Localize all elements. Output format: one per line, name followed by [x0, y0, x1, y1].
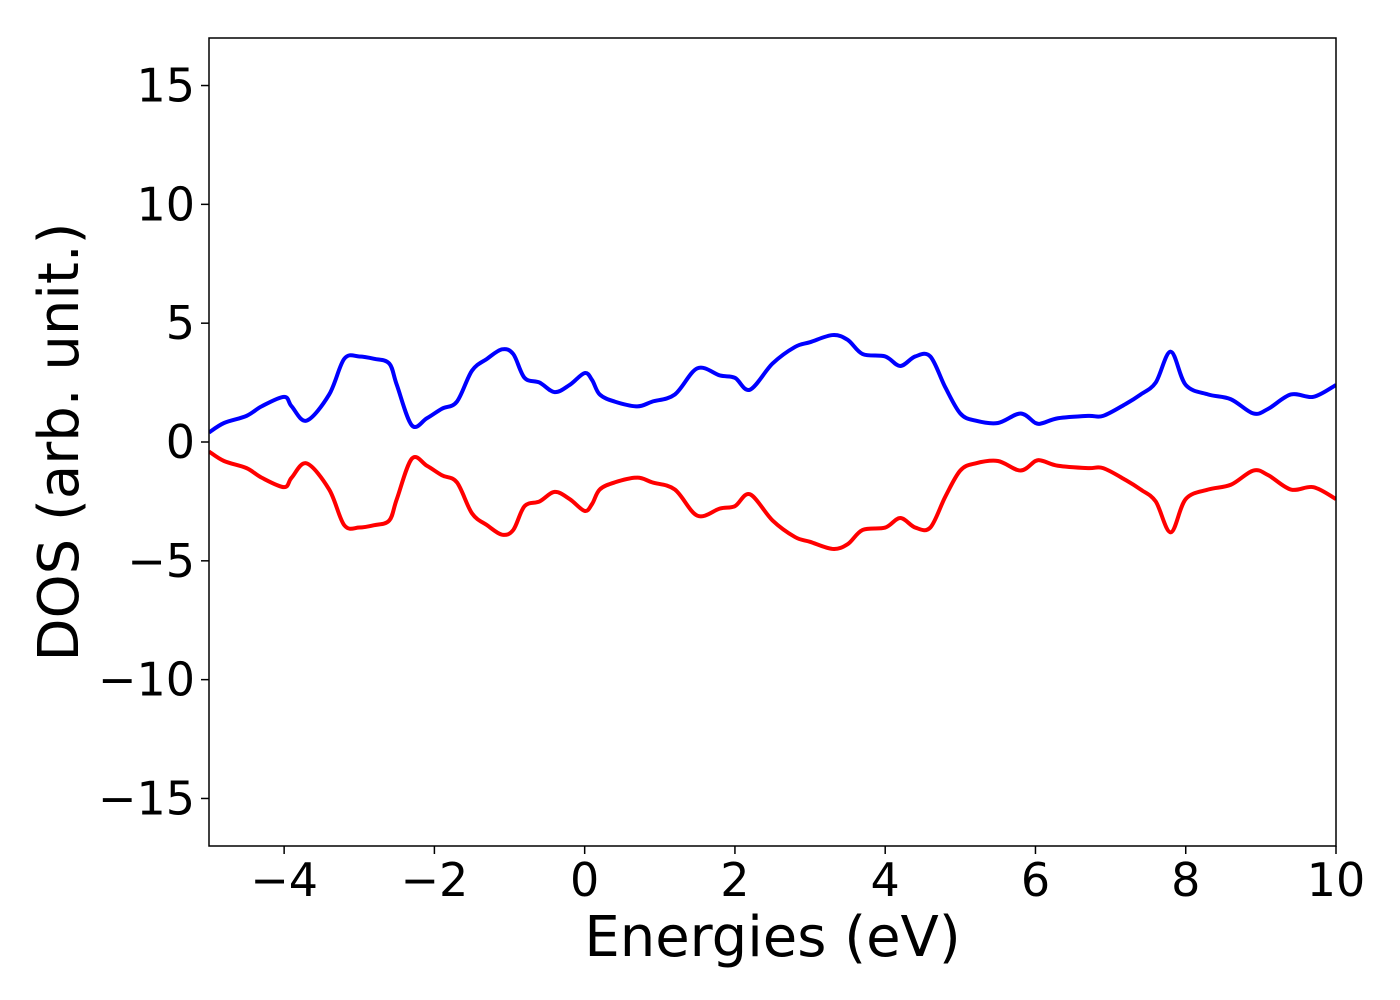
dos-series-line-1 [209, 449, 1336, 551]
x-tick-label: −2 [400, 853, 468, 907]
y-tick-label: 15 [136, 59, 195, 113]
x-tick-label: −4 [250, 853, 318, 907]
ticks-layer: −4 −2 0 2 4 6 8 10 15 10 5 0 −5 −10 −15 [98, 59, 1365, 907]
y-tick-label: 10 [136, 177, 195, 231]
dos-series-line-0 [209, 333, 1336, 435]
y-tick-label: −10 [98, 653, 195, 707]
y-tick-label: 0 [166, 415, 195, 469]
x-tick-label: 8 [1171, 853, 1200, 907]
y-tick-label: −5 [127, 534, 195, 588]
x-axis-label: Energies (eV) [584, 905, 960, 970]
y-tick-label: −15 [98, 771, 195, 825]
x-tick-label: 4 [871, 853, 900, 907]
y-axis-label: DOS (arb. unit.) [27, 222, 92, 661]
x-tick-label: 6 [1021, 853, 1050, 907]
series-layer [209, 333, 1336, 551]
x-tick-label: 0 [570, 853, 599, 907]
plot-frame [208, 37, 1337, 847]
y-tick-label: 5 [166, 296, 195, 350]
x-tick-label: 2 [720, 853, 749, 907]
x-tick-label: 10 [1307, 853, 1366, 907]
